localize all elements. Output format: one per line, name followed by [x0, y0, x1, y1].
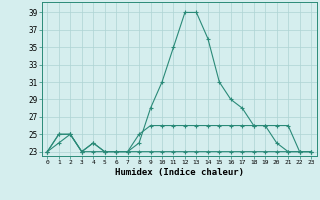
- X-axis label: Humidex (Indice chaleur): Humidex (Indice chaleur): [115, 168, 244, 177]
